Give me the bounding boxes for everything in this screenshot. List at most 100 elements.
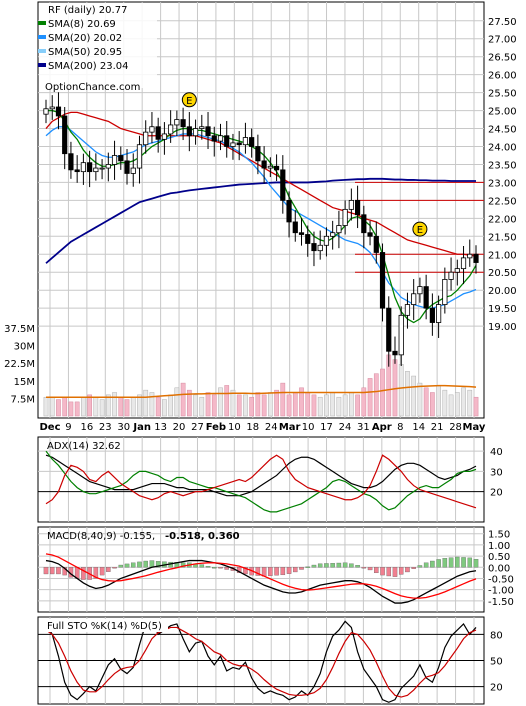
- macd-histogram-bar: [380, 567, 385, 576]
- earnings-marker-label: E: [417, 225, 423, 236]
- volume-bar: [174, 387, 180, 417]
- candle-body: [105, 164, 111, 169]
- legend-swatch: [38, 21, 46, 25]
- macd-histogram-bar: [330, 563, 335, 568]
- volume-bar: [180, 382, 186, 417]
- macd-histogram-bar: [367, 567, 373, 571]
- macd-histogram-bar: [336, 562, 342, 568]
- volume-bar: [355, 394, 360, 417]
- price-y-tick-label: 19.00: [488, 322, 517, 333]
- candle-body: [68, 153, 74, 171]
- sto-y-tick-label: 50: [490, 657, 503, 668]
- macd-histogram-bar: [430, 560, 435, 568]
- adx-y-tick-label: 30: [490, 467, 503, 478]
- price-y-tick-label: 26.00: [488, 71, 517, 82]
- candle-body: [205, 126, 211, 137]
- volume-bar: [137, 394, 142, 417]
- x-tick-label: Mar: [279, 422, 301, 433]
- macd-histogram-bar: [255, 567, 261, 576]
- macd-histogram-bar: [411, 567, 416, 569]
- candle-body: [236, 142, 242, 146]
- macd-histogram-bar: [155, 561, 161, 568]
- volume-bar: [236, 394, 242, 417]
- volume-y-tick-label: 15M: [14, 377, 35, 388]
- candle-body: [298, 232, 305, 235]
- candle-body: [280, 169, 286, 201]
- volume-bar: [448, 394, 454, 417]
- price-y-tick-label: 25.00: [488, 107, 517, 118]
- volume-bar: [205, 392, 211, 417]
- candle-body: [361, 214, 367, 234]
- macd-histogram-bar: [205, 565, 211, 568]
- macd-title-part: 0.360: [208, 531, 240, 542]
- candle-body: [342, 208, 348, 226]
- candle-body: [348, 199, 354, 210]
- macd-histogram-bar: [436, 559, 441, 568]
- candle-body: [336, 225, 342, 234]
- legend-swatch: [38, 63, 46, 67]
- macd-y-tick-label: 0.00: [488, 563, 510, 574]
- volume-bar: [211, 394, 217, 417]
- x-tick-label: 17: [320, 422, 333, 433]
- candle-body: [124, 160, 130, 174]
- volume-bar: [373, 373, 379, 417]
- x-tick-label: 31: [357, 422, 370, 433]
- price-y-tick-label: 23.50: [488, 160, 517, 171]
- volume-bar: [305, 392, 311, 417]
- macd-histogram-bar: [442, 558, 448, 568]
- volume-bar: [81, 396, 86, 417]
- x-tick-label: 28: [449, 422, 462, 433]
- adx-y-tick-label: 40: [490, 447, 503, 458]
- legend-background: [39, 3, 157, 88]
- volume-bar: [56, 399, 61, 417]
- volume-bar: [411, 375, 417, 417]
- x-tick-label: 10: [302, 422, 315, 433]
- price-y-tick-label: 24.50: [488, 125, 517, 136]
- volume-bar: [155, 396, 161, 417]
- volume-bar: [467, 389, 473, 417]
- volume-bar: [243, 394, 248, 417]
- adx-series-line: [45, 450, 477, 513]
- candle-body: [224, 135, 230, 147]
- candle-body: [392, 350, 398, 356]
- volume-bar: [473, 396, 479, 417]
- volume-bar: [392, 359, 398, 417]
- candle-body: [460, 257, 467, 270]
- volume-bar: [124, 399, 130, 417]
- legend-entry: SMA(20) 20.02: [48, 33, 122, 44]
- candle-body: [43, 108, 49, 115]
- x-tick-label: 20: [173, 422, 186, 433]
- candle-body: [442, 279, 448, 305]
- macd-title-part: -0.518,: [165, 531, 205, 542]
- candle-body: [267, 165, 273, 169]
- macd-histogram-bar: [473, 558, 479, 568]
- volume-bar: [74, 401, 80, 417]
- macd-histogram-bar: [124, 563, 130, 568]
- macd-histogram-bar: [274, 567, 279, 576]
- macd-histogram-bar: [467, 557, 473, 568]
- x-tick-label: Feb: [206, 422, 226, 433]
- volume-y-tick-label: 37.5M: [4, 324, 35, 335]
- volume-bar: [461, 387, 466, 417]
- candle-body: [149, 126, 155, 133]
- macd-histogram-bar: [112, 567, 117, 569]
- candle-body: [273, 165, 280, 171]
- candle-body: [230, 142, 236, 147]
- candle-body: [317, 244, 323, 252]
- volume-bar: [230, 389, 236, 417]
- sto-series-line: [45, 626, 477, 698]
- macd-histogram-bar: [118, 564, 124, 568]
- macd-histogram-bar: [305, 566, 310, 568]
- sma20-line: [45, 126, 477, 309]
- x-tick-label: 24: [339, 422, 352, 433]
- macd-histogram-bar: [56, 567, 61, 575]
- volume-bar: [436, 385, 441, 417]
- chart-panels: Dec 9 16 23 30 Jan 13 20 27 Feb 10 18 24 Mar 10 17 24 31 A…: [4, 1, 517, 705]
- volume-bar: [280, 382, 286, 417]
- volume-bar: [118, 396, 124, 417]
- volume-bar: [112, 392, 117, 417]
- x-tick-label: 9: [65, 422, 71, 433]
- price-y-tick-label: 25.50: [488, 89, 517, 100]
- macd-histogram-bar: [455, 556, 460, 568]
- volume-bar: [105, 394, 111, 417]
